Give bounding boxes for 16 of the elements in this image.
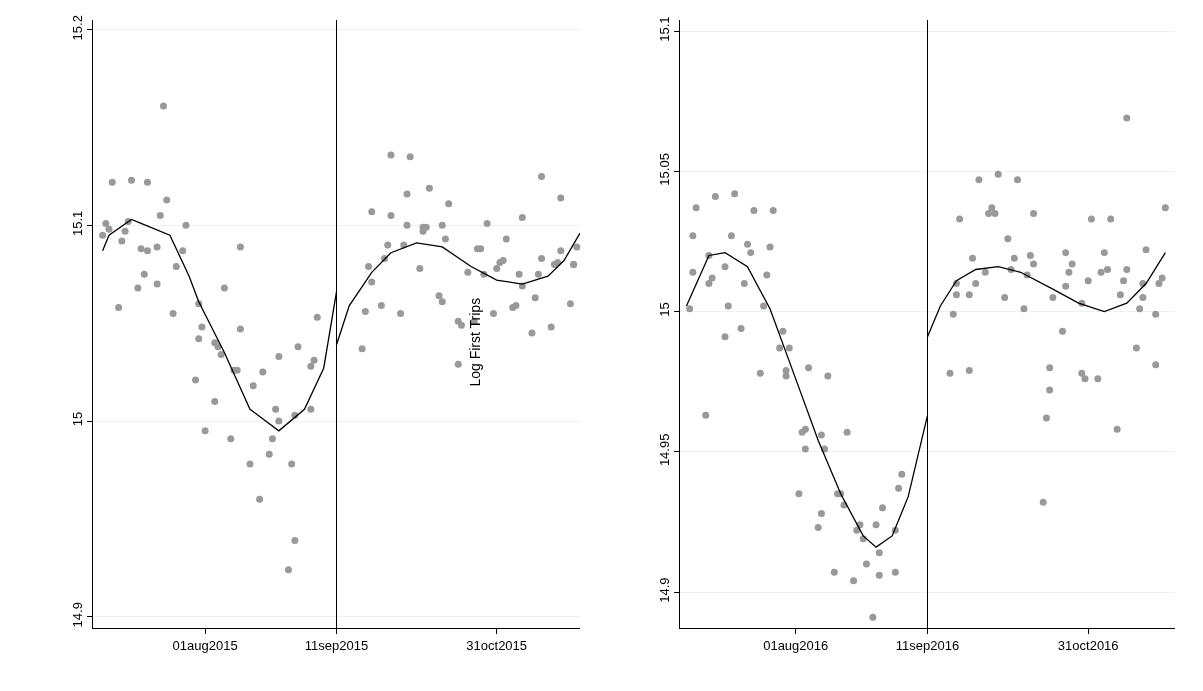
x-tick-label: 31oct2016 (1057, 638, 1119, 654)
x-tick-label: 11sep2015 (304, 638, 369, 654)
y-tick-label: 15 (656, 302, 672, 317)
x-tick-label: 01aug2016 (763, 638, 829, 654)
annotation: Log First Trips (467, 297, 484, 387)
y-tick-label: 15 (69, 411, 85, 427)
x-tick-label: 11sep2016 (895, 638, 960, 654)
y-tick-label: 14.9 (656, 577, 672, 603)
y-tick-label: 14.95 (656, 433, 672, 467)
y-tick-label: 15.2 (69, 15, 85, 41)
x-tick-label: 01aug2015 (172, 638, 238, 654)
y-tick-label: 14.9 (69, 602, 85, 628)
x-tick-label: 31oct2015 (466, 638, 528, 654)
y-tick-label: 15.05 (656, 153, 672, 186)
y-tick-label: 15.1 (656, 16, 672, 42)
y-tick-label: 15.1 (69, 210, 85, 237)
